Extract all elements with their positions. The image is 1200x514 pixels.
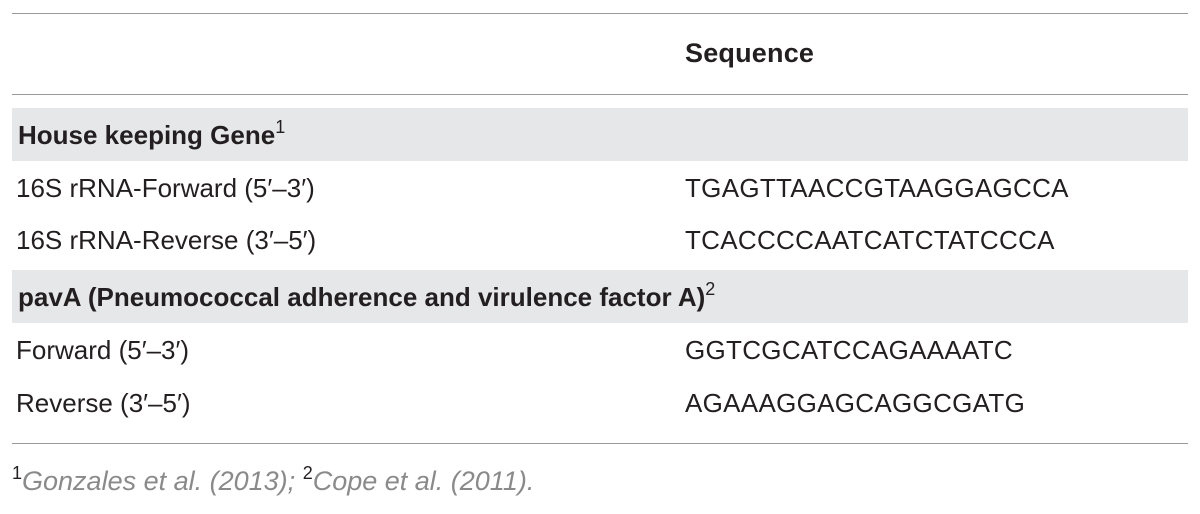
table-row: 16S rRNA-Reverse (3′–5′) TCACCCCAATCATCT… [12,217,1188,267]
primer-label: Reverse (3′–5′) [16,388,191,418]
table-row: Forward (5′–3′) GGTCGCATCCAGAAAATC [12,327,1188,377]
footnote-marker: 2 [302,463,313,483]
group-header-housekeeping: House keeping Gene1 [12,108,1188,161]
primer-sequence: AGAAAGGAGCAGGCGATG [685,388,1026,418]
table-bottom-rule [12,443,1188,444]
primer-sequence: TCACCCCAATCATCTATCCCA [685,225,1055,255]
column-header-sequence: Sequence [685,38,815,68]
table-row: 16S rRNA-Forward (5′–3′) TGAGTTAACCGTAAG… [12,165,1188,215]
table-row: Reverse (3′–5′) AGAAAGGAGCAGGCGATG [12,380,1188,430]
footnote-end: . [526,466,535,496]
table-top-rule [12,13,1188,14]
reference-link-cope[interactable]: Cope et al. (2011) [312,466,527,496]
footnote-marker: 2 [705,279,716,299]
primer-sequence: GGTCGCATCCAGAAAATC [685,335,1014,365]
group-header-pava: pavA (Pneumococcal adherence and virulen… [12,270,1188,323]
primer-label: 16S rRNA-Forward (5′–3′) [16,173,315,203]
primer-label: Forward (5′–3′) [16,335,190,365]
primer-sequence: TGAGTTAACCGTAAGGAGCCA [685,173,1069,203]
header-bottom-rule [12,94,1188,95]
reference-link-gonzales[interactable]: Gonzales et al. (2013) [22,466,288,496]
footnote-marker: 1 [12,463,23,483]
table-footnote: 1Gonzales et al. (2013); 2Cope et al. (2… [12,463,535,497]
group-title: pavA (Pneumococcal adherence and virulen… [18,279,716,312]
primer-label: 16S rRNA-Reverse (3′–5′) [16,225,317,255]
footnote-separator: ; [287,466,303,496]
group-title: House keeping Gene1 [18,117,286,150]
footnote-marker: 1 [275,117,286,137]
